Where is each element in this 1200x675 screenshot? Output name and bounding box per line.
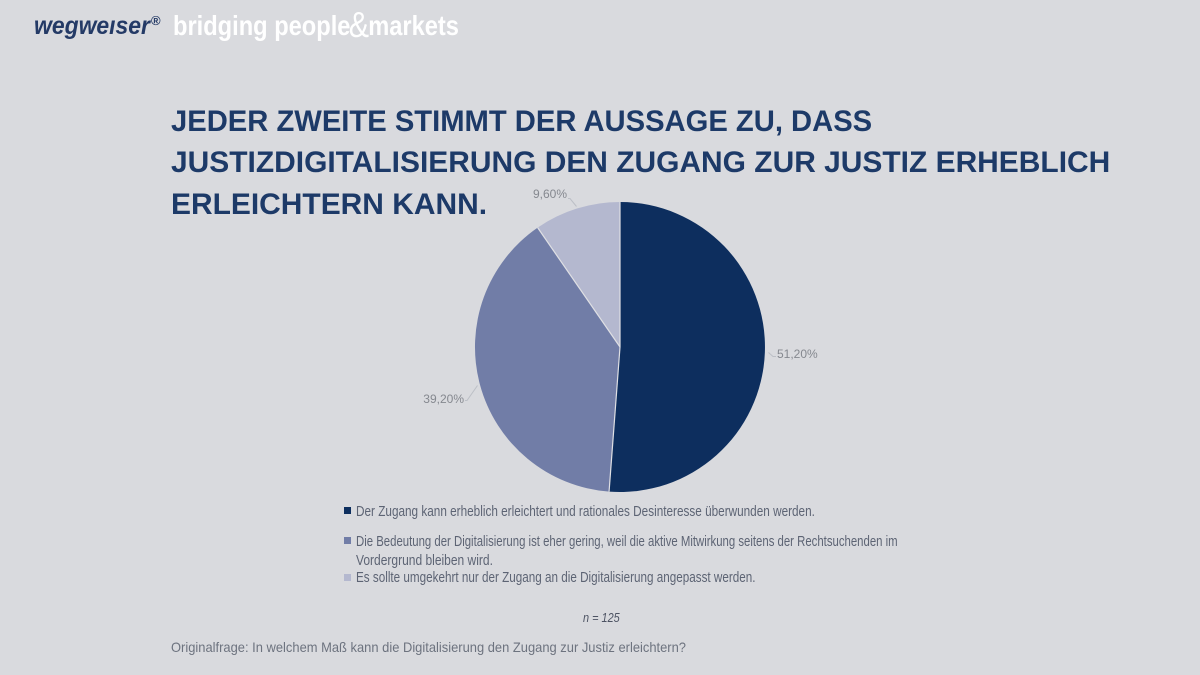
svg-text:9,60%: 9,60% <box>533 187 567 201</box>
svg-text:39,20%: 39,20% <box>423 392 464 406</box>
svg-text:51,20%: 51,20% <box>777 347 818 361</box>
